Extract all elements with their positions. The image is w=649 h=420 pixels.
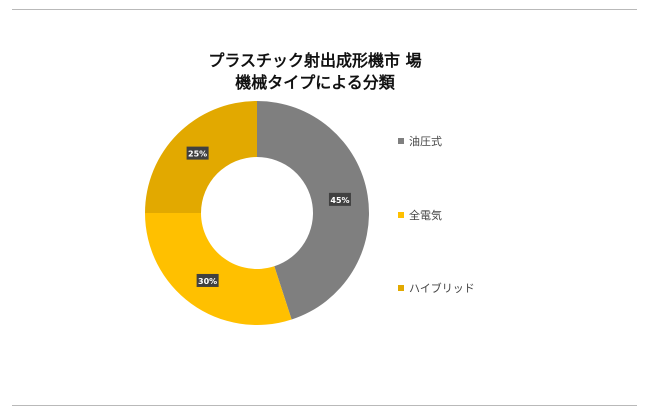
bottom-divider: [12, 405, 637, 406]
legend-swatch-all-electric: [398, 212, 404, 218]
data-label-text-hydraulic: 45%: [330, 196, 349, 205]
data-label-box-hybrid: [186, 146, 209, 160]
legend-item-hybrid: ハイブリッド: [398, 280, 475, 296]
data-label-box-all-electric: [196, 273, 219, 287]
chart-title-line-2: 機械タイプによる分類: [235, 73, 395, 92]
data-label-text-hybrid: 25%: [188, 150, 207, 159]
legend-label-all-electric: 全電気: [409, 209, 442, 222]
legend-swatch-hybrid: [398, 285, 404, 291]
data-label-hydraulic: 45%: [328, 192, 351, 206]
chart-title-line-1: プラスチック射出成形機市 場: [208, 51, 422, 70]
legend-item-hydraulic: 油圧式: [398, 133, 442, 149]
data-label-all-electric: 30%: [196, 273, 219, 287]
legend-swatch-hydraulic: [398, 138, 404, 144]
data-label-text-all-electric: 30%: [198, 277, 217, 286]
chart-title: プラスチック射出成形機市 場 機械タイプによる分類: [170, 50, 460, 94]
legend-item-all-electric: 全電気: [398, 207, 442, 223]
top-divider: [12, 9, 637, 10]
data-label-box-hydraulic: [328, 192, 351, 206]
legend-label-hybrid: ハイブリッド: [409, 282, 475, 295]
donut-slice-all-electric: [145, 213, 292, 325]
data-label-hybrid: 25%: [186, 146, 209, 160]
donut-slice-hydraulic: [257, 101, 370, 320]
legend-label-hydraulic: 油圧式: [409, 135, 442, 148]
